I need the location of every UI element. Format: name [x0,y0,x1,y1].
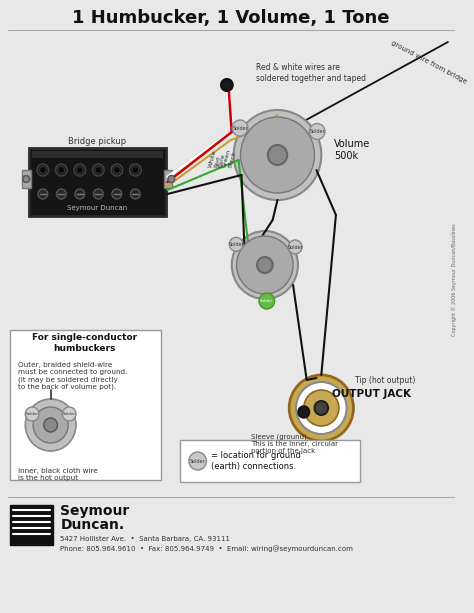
Circle shape [315,401,328,415]
Circle shape [76,167,83,173]
Circle shape [189,452,206,470]
Circle shape [37,164,49,176]
Circle shape [63,407,76,421]
Text: Red: Red [213,155,221,168]
Circle shape [132,167,139,173]
Bar [10,330,161,480]
Circle shape [38,189,48,199]
Text: White: White [208,149,217,168]
Circle shape [44,418,57,432]
Text: Seymour Duncan: Seymour Duncan [67,205,128,211]
Text: For single-conductor
humbuckers: For single-conductor humbuckers [32,333,137,352]
Circle shape [234,110,321,200]
Circle shape [129,164,141,176]
Circle shape [298,406,310,418]
Circle shape [95,167,102,173]
Text: = location for ground
(earth) connections.: = location for ground (earth) connection… [211,451,301,471]
Text: Bare: Bare [218,153,226,168]
Circle shape [33,407,68,443]
Circle shape [168,175,175,183]
Text: Seymour: Seymour [60,504,129,518]
Circle shape [39,167,46,173]
Circle shape [111,164,123,176]
Circle shape [23,175,30,183]
Circle shape [112,189,122,199]
Text: Solder: Solder [232,126,248,131]
Circle shape [25,407,39,421]
Bar [164,170,173,188]
Text: Bridge pickup: Bridge pickup [68,137,127,145]
Text: Volume
500k: Volume 500k [334,139,370,161]
Circle shape [130,189,140,199]
Text: Inner, black cloth wire
is the hot output: Inner, black cloth wire is the hot outpu… [18,468,97,481]
Circle shape [304,390,339,426]
Text: Solder: Solder [190,459,206,463]
Text: OUTPUT JACK: OUTPUT JACK [332,389,411,399]
Circle shape [268,145,287,165]
Circle shape [257,257,273,273]
Circle shape [221,79,233,91]
Text: Copyright © 2006 Seymour Duncan/Basslines: Copyright © 2006 Seymour Duncan/Bassline… [451,224,456,337]
Text: Solder: Solder [309,129,325,134]
Text: Sleeve (ground).
This is the inner, circular
portion of the jack: Sleeve (ground). This is the inner, circ… [251,433,338,454]
Text: Tip (hot output): Tip (hot output) [356,376,416,384]
Circle shape [58,167,65,173]
Circle shape [93,189,103,199]
Text: Solder: Solder [228,242,244,247]
Circle shape [92,164,104,176]
Circle shape [288,240,302,254]
Circle shape [25,399,76,451]
Text: Green: Green [222,148,232,168]
Text: Red & white wires are
soldered together and taped: Red & white wires are soldered together … [256,63,366,83]
Text: ground wire from bridge: ground wire from bridge [390,39,467,85]
Text: 5427 Hollister Ave.  •  Santa Barbara, CA. 93111: 5427 Hollister Ave. • Santa Barbara, CA.… [60,536,230,542]
Bar [180,440,360,482]
Text: Duncan.: Duncan. [60,518,125,532]
Text: Black: Black [227,150,237,168]
Text: Outer, braided shield-wire
must be connected to ground.
(it may be soldered dire: Outer, braided shield-wire must be conne… [18,362,127,390]
Bar [10,505,53,545]
Circle shape [259,293,274,309]
Text: 1 Humbucker, 1 Volume, 1 Tone: 1 Humbucker, 1 Volume, 1 Tone [72,9,390,27]
Text: Solder: Solder [26,412,39,416]
Circle shape [310,123,325,140]
Text: Solder: Solder [287,245,303,249]
Bar [32,151,163,158]
Circle shape [113,167,120,173]
Text: Phone: 805.964.9610  •  Fax: 805.964.9749  •  Email: wiring@seymourduncan.com: Phone: 805.964.9610 • Fax: 805.964.9749 … [60,546,353,552]
Bar [22,170,31,188]
Circle shape [289,375,354,441]
Circle shape [229,237,243,251]
Text: Solder: Solder [63,412,76,416]
Circle shape [74,164,86,176]
Circle shape [232,231,298,299]
Circle shape [240,117,315,193]
Bar [29,148,165,216]
Circle shape [75,189,85,199]
Circle shape [232,120,248,136]
Circle shape [237,236,293,294]
Circle shape [296,382,346,434]
Circle shape [56,189,66,199]
Text: Solder: Solder [260,299,273,303]
Circle shape [55,164,67,176]
